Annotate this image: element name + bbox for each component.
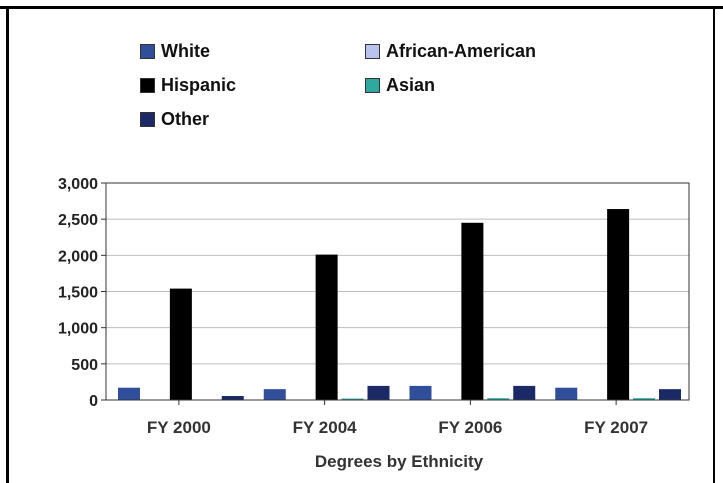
legend-label-african-american: African-American xyxy=(386,40,537,61)
x-tick-label: FY 2007 xyxy=(584,418,648,437)
legend-item-hispanic: Hispanic xyxy=(140,74,236,96)
bar xyxy=(221,396,244,400)
legend-swatch-asian xyxy=(365,77,380,93)
x-tick-label: FY 2006 xyxy=(438,418,502,437)
bar xyxy=(169,288,192,400)
x-axis-title: Degrees by Ethnicity xyxy=(315,452,484,471)
legend-label-other: Other xyxy=(161,108,210,129)
legend-label-hispanic: Hispanic xyxy=(161,74,237,95)
y-tick-label: 2,000 xyxy=(58,248,98,265)
bar xyxy=(367,385,390,400)
bar xyxy=(633,398,656,400)
y-tick-label: 500 xyxy=(71,357,98,374)
legend-swatch-african-american xyxy=(365,43,380,59)
legend-item-asian: Asian xyxy=(365,74,435,96)
frame-left-border xyxy=(6,6,9,483)
frame-top-border xyxy=(0,6,723,9)
bar xyxy=(487,398,510,400)
bar xyxy=(461,222,484,400)
y-tick-label: 3,000 xyxy=(58,176,98,193)
axis-labels: 3,000 2,500 2,000 1,500 1,000 500 0 FY 2000 FY 2… xyxy=(58,176,648,437)
legend-swatch-other xyxy=(140,111,155,127)
x-tick-label: FY 2004 xyxy=(293,418,358,437)
y-tick-label: 1,500 xyxy=(58,285,98,302)
bar xyxy=(315,254,338,400)
bar xyxy=(341,398,364,400)
y-tick-label: 2,500 xyxy=(58,212,98,229)
legend-swatch-hispanic xyxy=(140,77,155,93)
y-tick-label: 1,000 xyxy=(58,321,98,338)
bar xyxy=(263,389,286,400)
legend-item-african-american: African-American xyxy=(365,40,536,62)
axes xyxy=(101,182,690,405)
frame-right-border xyxy=(713,6,715,483)
legend-item-other: Other xyxy=(140,108,209,130)
bar xyxy=(118,387,140,400)
legend-swatch-white xyxy=(140,43,155,59)
bar xyxy=(409,385,432,400)
bar xyxy=(607,209,630,400)
legend-label-asian: Asian xyxy=(386,74,436,95)
plot-border xyxy=(105,182,690,401)
bar xyxy=(555,387,578,400)
grid-lines xyxy=(106,182,689,401)
bar xyxy=(513,385,536,400)
chart-legend: White African-American Hispanic Asian Ot… xyxy=(140,36,600,136)
bar xyxy=(659,389,681,400)
bars xyxy=(118,209,681,400)
legend-label-white: White xyxy=(161,40,210,61)
x-tick-label: FY 2000 xyxy=(147,418,211,437)
legend-item-white: White xyxy=(140,40,210,62)
y-tick-label: 0 xyxy=(89,393,98,410)
